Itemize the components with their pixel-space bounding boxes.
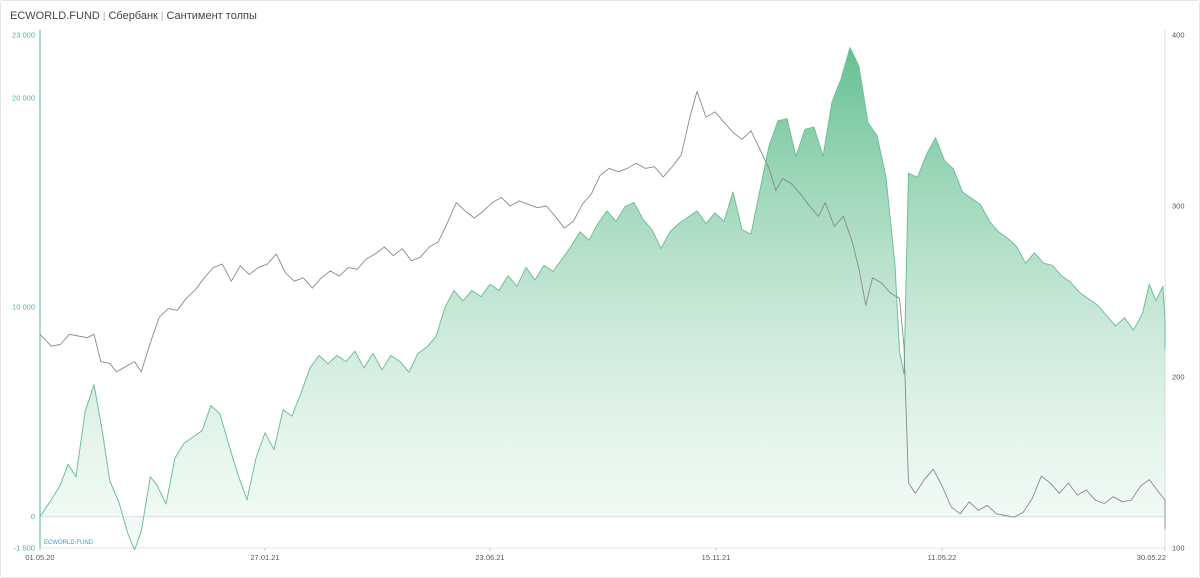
y-left-tick-label: 20 000: [12, 93, 35, 102]
title-separator: |: [102, 11, 106, 22]
y-right-tick-label: 100: [1172, 544, 1185, 553]
x-tick-label: 23.06.21: [475, 553, 504, 562]
price-line: [40, 90, 1166, 530]
y-right-tick-label: 200: [1172, 373, 1185, 382]
instrument-name: Сбербанк: [108, 10, 158, 22]
y-left-tick-label: -1 500: [14, 544, 35, 553]
plot-area: [40, 47, 1166, 550]
y-left-tick-label: 10 000: [12, 303, 35, 312]
y-left-tick-label: 23 000: [12, 31, 35, 40]
sentiment-area: [40, 47, 1165, 550]
brand-name: ECWORLD.FUND: [10, 10, 100, 22]
x-tick-label: 15.11.21: [702, 553, 731, 562]
chart-title: ECWORLD.FUND | Сбербанк | Сантимент толпы: [10, 10, 257, 22]
y-right-tick-label: 400: [1172, 31, 1185, 40]
title-separator: |: [160, 11, 164, 22]
y-right-tick-label: 300: [1172, 202, 1185, 211]
x-tick-label: 11.05.22: [928, 553, 957, 562]
x-tick-label: 30.05.22: [1137, 553, 1166, 562]
x-tick-label: 01.05.20: [25, 553, 54, 562]
y-left-tick-label: 0: [31, 512, 35, 521]
watermark-text: ECWORLD.FUND: [44, 540, 94, 546]
indicator-name: Сантимент толпы: [166, 10, 257, 22]
x-tick-label: 27.01.21: [250, 553, 279, 562]
sentiment-area-line: [40, 47, 1166, 550]
